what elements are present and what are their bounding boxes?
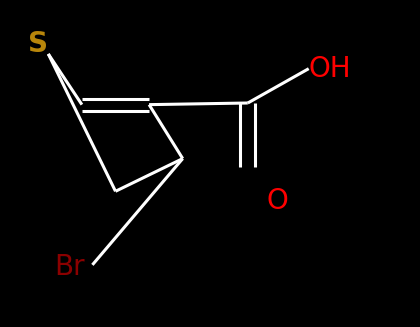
Text: OH: OH (309, 55, 351, 83)
Text: S: S (28, 30, 48, 58)
Text: O: O (266, 187, 288, 215)
Text: Br: Br (55, 252, 85, 281)
